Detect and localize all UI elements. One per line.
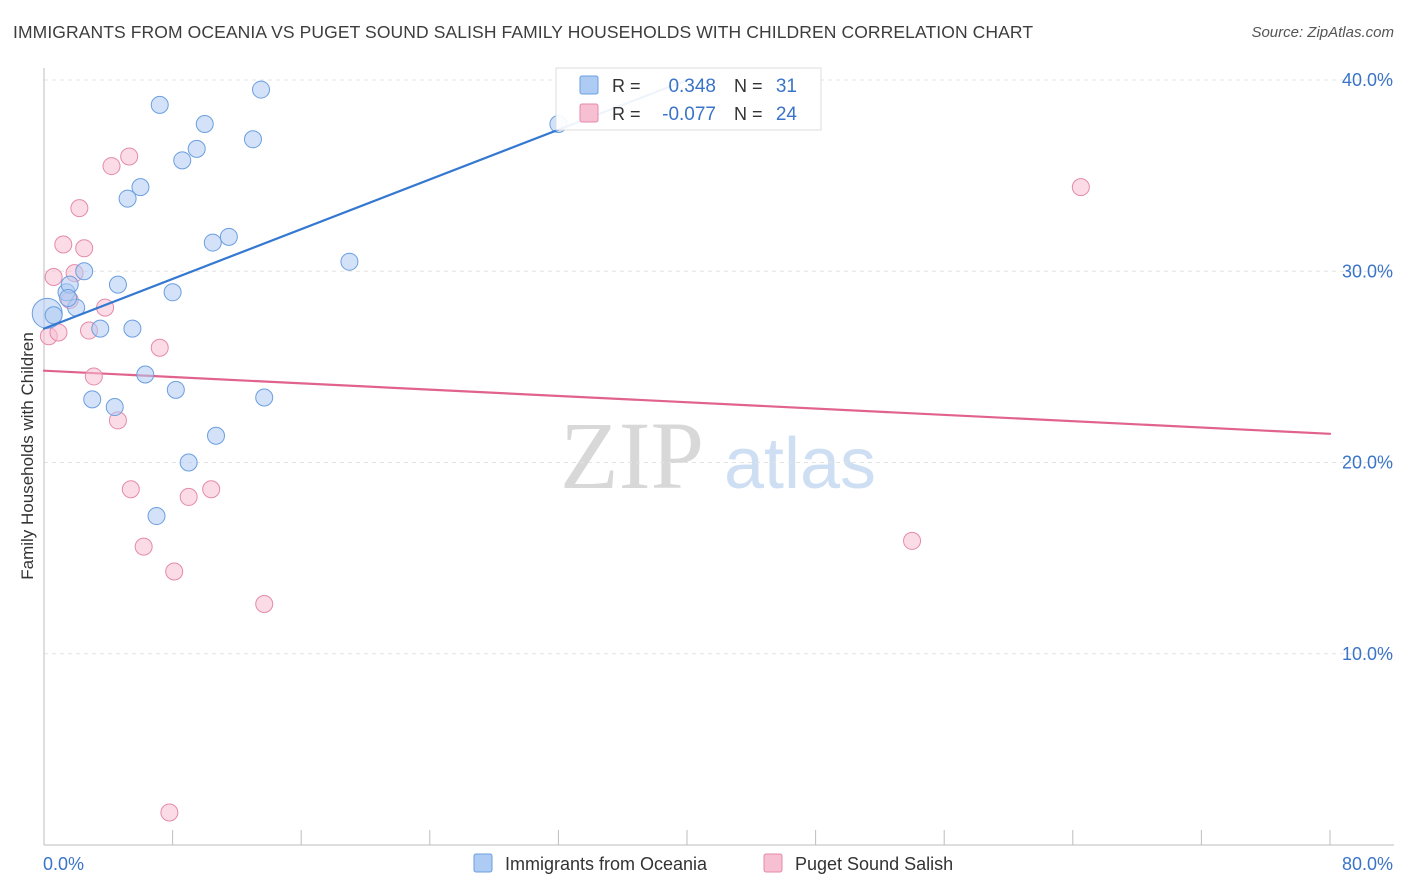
immigrants-from-oceania-point-9: [108, 275, 127, 294]
points-immigrants-from-oceania: [31, 80, 568, 526]
puget-sound-salish-point-13: [120, 147, 139, 166]
puget-sound-salish-point-19: [179, 487, 198, 506]
immigrants-from-oceania-point-25: [243, 130, 262, 149]
immigrants-from-oceania-point-11: [118, 189, 137, 208]
immigrants-from-oceania-point-26: [252, 80, 271, 99]
immigrants-from-oceania-point-30: [59, 289, 78, 308]
chart-title: IMMIGRANTS FROM OCEANIA VS PUGET SOUND S…: [13, 22, 1034, 42]
immigrants-from-oceania-point-14: [147, 507, 166, 526]
puget-sound-salish-point-9: [84, 367, 103, 386]
immigrants-from-oceania-point-7: [91, 319, 110, 338]
immigrants-from-oceania-point-8: [105, 398, 124, 417]
watermark-atlas: atlas: [724, 424, 876, 504]
series-legend: Immigrants from Oceania Puget Sound Sali…: [473, 853, 953, 874]
immigrants-from-oceania-point-18: [173, 151, 192, 170]
y-tick-label-40: 40.0%: [1342, 70, 1393, 90]
immigrants-from-oceania-point-15: [150, 95, 169, 114]
stats-r-value-2: -0.077: [662, 104, 716, 125]
legend-label-immigrants-from-oceania: Immigrants from Oceania: [505, 854, 708, 874]
y-tick-labels: 10.0% 20.0% 30.0% 40.0%: [1342, 70, 1393, 664]
axes: [43, 68, 1394, 846]
puget-sound-salish-point-15: [134, 537, 153, 556]
stats-n-label-1: N =: [734, 76, 763, 96]
immigrants-from-oceania-point-19: [179, 453, 198, 472]
immigrants-from-oceania-point-1: [44, 306, 63, 325]
immigrants-from-oceania-point-23: [207, 426, 226, 445]
stats-swatch-blue: [579, 75, 599, 95]
puget-sound-salish-point-20: [202, 480, 221, 499]
y-tick-label-30: 30.0%: [1342, 261, 1393, 281]
puget-sound-salish-point-3: [54, 235, 73, 254]
puget-sound-salish-point-16: [150, 338, 169, 357]
watermark: ZIP atlas: [560, 402, 876, 509]
puget-sound-salish-point-14: [121, 480, 140, 499]
puget-sound-salish-point-6: [70, 199, 89, 218]
immigrants-from-oceania-point-17: [166, 380, 185, 399]
stats-r-label-1: R =: [612, 76, 641, 96]
legend-swatch-immigrants-from-oceania: [473, 853, 493, 873]
watermark-zip: ZIP: [560, 402, 704, 509]
trend-line-pink: [42, 369, 1332, 435]
stats-n-value-1: 31: [776, 76, 797, 97]
x-tick-label-min: 0.0%: [43, 854, 84, 874]
puget-sound-salish-point-11: [102, 157, 121, 176]
puget-sound-salish-point-22: [903, 531, 922, 550]
immigrants-from-oceania-point-16: [163, 283, 182, 302]
immigrants-from-oceania-point-22: [203, 233, 222, 252]
immigrants-from-oceania-point-20: [187, 139, 206, 158]
puget-sound-salish-point-1: [44, 267, 63, 286]
gridlines: [44, 79, 1394, 655]
stats-r-label-2: R =: [612, 104, 641, 124]
immigrants-from-oceania-point-21: [195, 114, 214, 133]
legend-swatch-puget-sound-salish: [763, 853, 783, 873]
stats-n-value-2: 24: [776, 104, 798, 125]
trend-line-puget-sound-salish: [42, 369, 1332, 435]
y-tick-label-10: 10.0%: [1342, 644, 1393, 664]
immigrants-from-oceania-point-12: [131, 178, 150, 197]
immigrants-from-oceania-point-13: [136, 365, 155, 384]
immigrants-from-oceania-point-27: [255, 388, 274, 407]
x-tick-label-max: 80.0%: [1342, 854, 1393, 874]
stats-swatch-pink: [579, 103, 599, 123]
puget-sound-salish-point-18: [165, 562, 184, 581]
puget-sound-salish-point-23: [1071, 178, 1090, 197]
puget-sound-salish-point-21: [255, 595, 274, 614]
immigrants-from-oceania-point-28: [340, 252, 359, 271]
puget-sound-salish-point-7: [75, 239, 94, 258]
stats-r-value-1: 0.348: [668, 76, 716, 97]
x-tick-labels: 0.0% 80.0%: [43, 854, 1393, 874]
puget-sound-salish-point-17: [160, 803, 179, 822]
x-ticks: [43, 830, 1331, 845]
stats-legend: R = 0.348 N = 31 R = -0.077 N = 24: [555, 67, 822, 131]
immigrants-from-oceania-point-24: [219, 227, 238, 246]
legend-label-puget-sound-salish: Puget Sound Salish: [795, 854, 953, 874]
immigrants-from-oceania-point-6: [83, 390, 102, 409]
source-credit: Source: ZipAtlas.com: [1251, 24, 1394, 41]
y-tick-label-20: 20.0%: [1342, 453, 1393, 473]
stats-n-label-2: N =: [734, 104, 763, 124]
immigrants-from-oceania-point-10: [123, 319, 142, 338]
immigrants-from-oceania-point-5: [75, 262, 94, 281]
